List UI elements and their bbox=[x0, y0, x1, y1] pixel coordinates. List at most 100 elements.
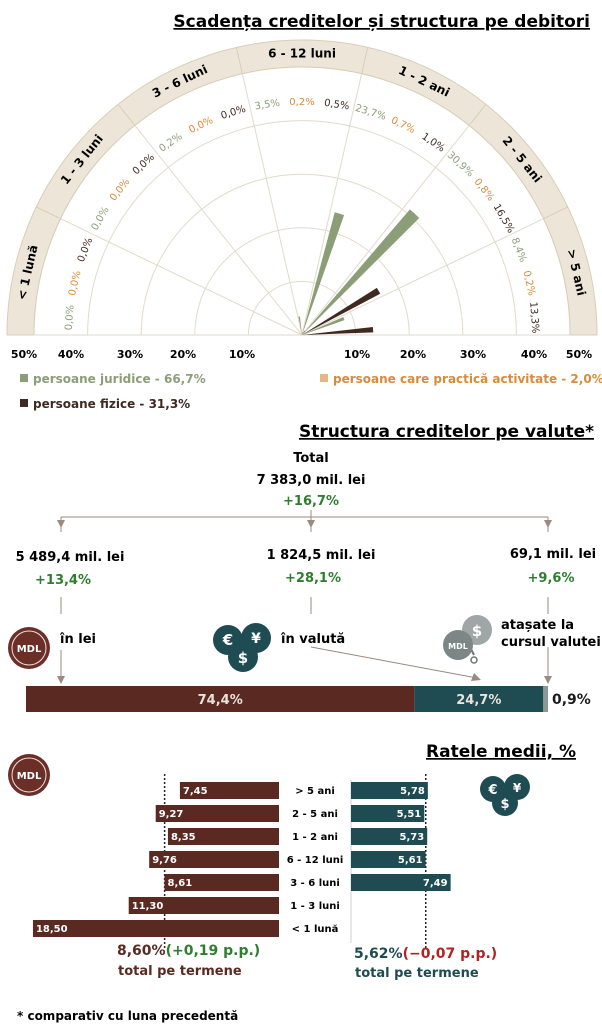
fx-rate-label: 5,61 bbox=[398, 855, 423, 866]
maturity-value-label: 0,2% bbox=[289, 97, 314, 108]
currency-coins-icon: € ¥ $ bbox=[213, 623, 271, 672]
fx-total-change: (−0,07 p.p.) bbox=[403, 946, 498, 962]
maturity-chart-title: Scadența creditelor și structura pe debi… bbox=[173, 12, 590, 32]
mdl-rate-bar bbox=[164, 874, 279, 891]
maturity-value-label: 0,0% bbox=[67, 270, 83, 297]
mdl-rate-label: 9,27 bbox=[159, 809, 184, 820]
mdl-total-line: 8,60%(+0,19 p.p.) bbox=[117, 943, 260, 959]
fx-rate-label: 5,51 bbox=[397, 809, 422, 820]
maturity-value-label: 0,0% bbox=[64, 305, 77, 331]
lei-label: în lei bbox=[59, 632, 96, 647]
maturity-bar bbox=[302, 209, 420, 335]
tree-arrowheads bbox=[57, 520, 552, 684]
grid-spoke bbox=[301, 218, 544, 336]
mdl-total-value: 8,60% bbox=[117, 943, 166, 959]
maturity-bar bbox=[302, 330, 306, 335]
currency-bar-segment bbox=[26, 686, 415, 712]
svg-text:$: $ bbox=[238, 649, 248, 667]
rates-bar-chart: > 5 ani 7,45 5,78 2 - 5 ani 9,27 5,51 1 - 2 an… bbox=[32, 774, 451, 948]
grid-spoke bbox=[134, 125, 303, 336]
maturity-value-label: 3,5% bbox=[254, 98, 281, 113]
currency-bar-segment bbox=[414, 686, 544, 712]
maturity-value-label: 0,2% bbox=[520, 270, 536, 297]
total-value: 7 383,0 mil. lei bbox=[257, 473, 366, 488]
legend-swatch-fizice bbox=[20, 399, 28, 407]
currency-structure-title: Structura creditelor pe valute* bbox=[299, 422, 594, 442]
mdl-coin-icon: MDL bbox=[8, 627, 50, 669]
mdl-rate-bar bbox=[149, 851, 279, 868]
svg-text:MDL: MDL bbox=[448, 642, 468, 651]
legend-label-juridice: persoane juridice - 66,7% bbox=[33, 372, 206, 386]
fx-rate-bar bbox=[351, 874, 451, 891]
mdl-rate-bar bbox=[179, 782, 279, 799]
mdl-rate-label: 9,76 bbox=[152, 855, 177, 866]
ring-divider bbox=[543, 206, 569, 220]
mdl-total-label: total pe termene bbox=[118, 964, 242, 979]
ring-divider bbox=[361, 47, 369, 74]
mdl-total-change: (+0,19 p.p.) bbox=[166, 943, 261, 959]
currency-bar-label: 74,4% bbox=[198, 693, 243, 708]
currency-bar-segment bbox=[543, 686, 548, 712]
scale-right-40: 40% bbox=[521, 348, 547, 361]
scale-right-10: 10% bbox=[344, 348, 370, 361]
maturity-radial-scale: 50% 40% 30% 20% 10% 10% 20% 30% 40% 50% bbox=[11, 348, 592, 361]
atasate-label-line2: cursul valutei bbox=[501, 635, 601, 650]
rates-category-label: > 5 ani bbox=[295, 786, 335, 797]
currency-bar-label: 0,9% bbox=[552, 692, 591, 708]
mdl-rate-label: 7,45 bbox=[183, 786, 208, 797]
fx-rate-label: 7,49 bbox=[423, 878, 448, 889]
currency-bar-label: 24,7% bbox=[456, 693, 501, 708]
maturity-bar bbox=[302, 332, 303, 335]
mdl-rate-bar bbox=[32, 920, 280, 937]
ring-divider bbox=[235, 47, 243, 74]
fx-rate-label: 5,78 bbox=[400, 786, 425, 797]
rates-category-label: 1 - 2 ani bbox=[292, 832, 338, 843]
fx-rate-bar bbox=[351, 805, 425, 822]
fx-total-value: 5,62% bbox=[354, 946, 403, 962]
grid-spoke bbox=[60, 218, 303, 336]
total-label: Total bbox=[293, 451, 329, 466]
footnote: * comparativ cu luna precedentă bbox=[17, 1009, 238, 1023]
maturity-category-label: 6 - 12 luni bbox=[268, 47, 336, 61]
svg-text:€: € bbox=[222, 631, 233, 649]
maturity-bar bbox=[298, 316, 302, 335]
scale-right-20: 20% bbox=[400, 348, 426, 361]
fx-rate-bar bbox=[351, 828, 428, 845]
mdl-rate-label: 11,30 bbox=[132, 901, 164, 912]
svg-text:€: € bbox=[487, 783, 497, 798]
tree-connectors bbox=[60, 510, 549, 679]
legend-label-activitate: persoane care practică activitate - 2,0% bbox=[333, 372, 602, 386]
mdl-rate-bar bbox=[155, 805, 279, 822]
fx-rate-label: 5,73 bbox=[400, 832, 425, 843]
rates-category-label: 3 - 6 luni bbox=[290, 878, 340, 889]
grid-ring bbox=[194, 227, 410, 336]
mdl-rate-label: 18,50 bbox=[36, 924, 68, 935]
grid-ring bbox=[87, 120, 517, 336]
svg-text:$: $ bbox=[500, 797, 509, 812]
svg-text:MDL: MDL bbox=[17, 771, 42, 782]
maturity-value-label: 0,5% bbox=[323, 98, 350, 113]
lei-change: +13,4% bbox=[35, 573, 91, 588]
mdl-rate-bar bbox=[128, 897, 279, 914]
rates-category-label: 6 - 12 luni bbox=[287, 855, 344, 866]
fx-rate-bar bbox=[351, 782, 428, 799]
mdl-coin-icon-rates: MDL bbox=[8, 754, 50, 796]
legend: persoane juridice - 66,7% persoane fizic… bbox=[20, 372, 602, 411]
scale-left-50: 50% bbox=[11, 348, 37, 361]
lei-value: 5 489,4 mil. lei bbox=[16, 550, 125, 565]
valuta-label: în valută bbox=[280, 632, 345, 647]
svg-text:¥: ¥ bbox=[513, 781, 522, 795]
maturity-bar bbox=[302, 326, 374, 335]
svg-text:¥: ¥ bbox=[251, 631, 261, 647]
maturity-bar bbox=[302, 212, 345, 335]
maturity-bar bbox=[302, 332, 306, 335]
grid-spoke bbox=[301, 73, 363, 336]
rates-title: Ratele medii, % bbox=[426, 742, 576, 762]
maturity-bar bbox=[302, 316, 345, 335]
rates-category-label: 1 - 3 luni bbox=[290, 901, 340, 912]
maturity-bar bbox=[302, 331, 304, 335]
scale-left-40: 40% bbox=[58, 348, 84, 361]
valuta-change: +28,1% bbox=[285, 571, 341, 586]
